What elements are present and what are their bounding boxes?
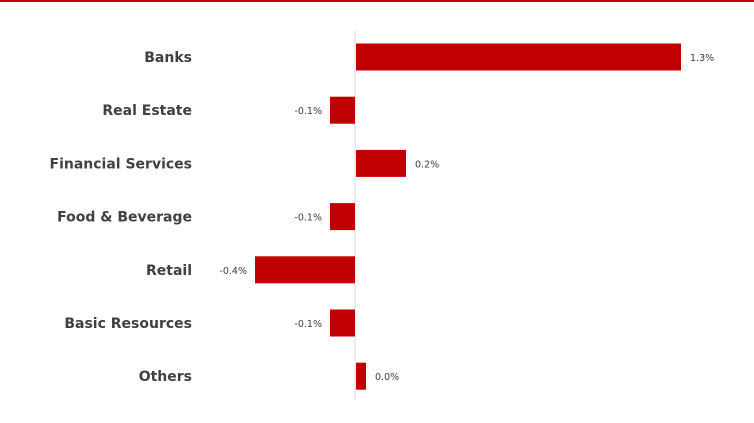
bar <box>330 203 355 231</box>
category-label: Financial Services <box>50 156 193 172</box>
category-label: Others <box>139 369 192 385</box>
bar <box>356 43 681 71</box>
data-label: 0.2% <box>415 159 439 170</box>
category-label: Retail <box>146 263 192 279</box>
data-label: 1.3% <box>690 53 714 64</box>
bar <box>330 96 355 124</box>
category-label: Banks <box>144 50 192 66</box>
bar <box>356 149 406 177</box>
bar <box>255 256 355 284</box>
category-label: Food & Beverage <box>57 210 192 226</box>
data-label: 0.0% <box>375 372 399 383</box>
top-accent-rule <box>0 0 754 2</box>
data-label: -0.1% <box>294 319 322 330</box>
data-label: -0.4% <box>219 266 247 277</box>
bar <box>356 362 366 390</box>
data-label: -0.1% <box>294 213 322 224</box>
category-label: Real Estate <box>102 103 192 119</box>
chart-rows: Banks 1.3% Real Estate -0.1% Financial Servi… <box>50 43 714 390</box>
category-label: Basic Resources <box>64 316 192 332</box>
data-label: -0.1% <box>294 106 322 117</box>
bar <box>330 309 355 337</box>
